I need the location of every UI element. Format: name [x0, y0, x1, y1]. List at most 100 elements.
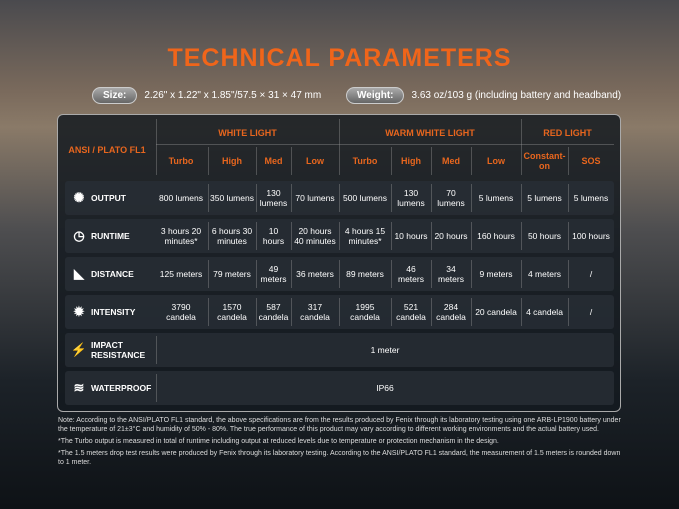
divider	[256, 260, 257, 288]
table-cell: 10 hours	[394, 231, 428, 241]
table-cell: 46 meters	[398, 264, 424, 284]
table-cell: 1995 candela	[350, 302, 380, 322]
table-cell: 521 candela	[396, 302, 426, 322]
divider	[568, 147, 569, 175]
table-cell: 6 hours 30 minutes	[211, 226, 253, 246]
table-cell: 4 hours 15 minutes*	[344, 226, 386, 246]
mode-header: Constant-on	[523, 151, 566, 171]
beam-distance-icon: ◣	[74, 266, 84, 281]
mode-header: Med	[442, 156, 460, 166]
table-cell: 5 lumens	[478, 193, 514, 203]
table-row-intensity: ✹ INTENSITY	[65, 295, 614, 329]
row-label: ◣ DISTANCE	[71, 257, 161, 291]
divider	[431, 260, 432, 288]
divider	[521, 222, 522, 250]
row-label-text: RUNTIME	[91, 231, 130, 241]
divider	[256, 298, 257, 326]
weight-value: 3.63 oz/103 g (including battery and hea…	[411, 90, 622, 101]
table-cell: 89 meters	[346, 269, 384, 279]
waterproof-value: IP66	[376, 383, 394, 393]
table-cell: 9 meters	[479, 269, 513, 279]
table-cell: 70 lumens	[295, 193, 335, 203]
table-cell: 100 hours	[572, 231, 610, 241]
table-cell: 1570 candela	[217, 302, 247, 322]
note-turbo: *The Turbo output is measured in total o…	[58, 438, 499, 445]
table-cell: 4 candela	[526, 307, 563, 317]
divider	[208, 184, 209, 212]
divider	[291, 260, 292, 288]
divider	[568, 184, 569, 212]
table-cell: 20 hours 40 minutes	[294, 226, 336, 246]
row-label: ✹ INTENSITY	[71, 295, 161, 329]
mode-header: High	[222, 156, 242, 166]
mode-header: SOS	[581, 156, 601, 166]
table-cell: 500 lumens	[343, 193, 387, 203]
table-cell: 125 meters	[159, 269, 203, 279]
page-title: TECHNICAL PARAMETERS	[167, 44, 512, 72]
divider	[291, 184, 292, 212]
row-label-text: DISTANCE	[91, 269, 134, 279]
divider	[339, 222, 340, 250]
table-cell: 3790 candela	[166, 302, 196, 322]
divider	[471, 260, 472, 288]
impact-icon: ⚡	[70, 342, 88, 357]
table-row-output: ✺ OUTPUT	[65, 181, 614, 215]
divider	[431, 222, 432, 250]
mode-header: Med	[264, 156, 283, 166]
table-row-impact: ⚡ IMPACT RESISTANCE	[65, 333, 614, 367]
divider	[471, 298, 472, 326]
table-row-runtime: ◷ RUNTIME	[65, 219, 614, 253]
divider	[431, 147, 432, 175]
divider	[521, 260, 522, 288]
spec-table: ANSI / PLATO FL1 WHITE LIGHT WARM WHITE L…	[57, 114, 621, 412]
table-cell: 160 hours	[477, 231, 515, 241]
table-cell: 70 lumens	[437, 188, 465, 208]
divider	[208, 260, 209, 288]
divider	[256, 147, 257, 175]
table-cell: 284 candela	[436, 302, 466, 322]
weight-spec: Weight: 3.63 oz/103 g (including battery…	[346, 87, 621, 104]
table-cell: 10 hours	[262, 226, 285, 246]
notes: Note: According to the ANSI/PLATO FL1 st…	[58, 416, 624, 470]
table-cell: 350 lumens	[210, 193, 254, 203]
clock-icon: ◷	[73, 228, 85, 243]
divider	[208, 298, 209, 326]
row-label-text: OUTPUT	[91, 193, 126, 203]
divider	[521, 119, 522, 175]
divider	[256, 184, 257, 212]
row-label-text: WATERPROOF	[91, 383, 152, 393]
mode-header: Low	[306, 156, 324, 166]
divider	[339, 119, 340, 175]
divider	[471, 147, 472, 175]
divider	[471, 184, 472, 212]
divider	[391, 222, 392, 250]
table-cell: 800 lumens	[159, 193, 203, 203]
divider	[339, 298, 340, 326]
divider	[521, 184, 522, 212]
divider	[431, 298, 432, 326]
divider	[431, 184, 432, 212]
table-cell: 34 meters	[438, 264, 464, 284]
divider	[156, 119, 157, 175]
divider	[568, 260, 569, 288]
table-cell: 130 lumens	[397, 188, 425, 208]
row-label: ≋ WATERPROOF	[71, 371, 161, 405]
divider	[256, 222, 257, 250]
divider	[391, 298, 392, 326]
table-cell: 317 candela	[300, 302, 330, 322]
divider	[391, 184, 392, 212]
note-drop: *The 1.5 meters drop test results were p…	[58, 450, 621, 466]
table-cell: 50 hours	[527, 231, 562, 241]
divider	[568, 298, 569, 326]
group-header: RED LIGHT	[521, 121, 614, 145]
size-label: Size:	[92, 87, 138, 104]
table-cell: 20 hours	[434, 231, 468, 241]
corner-header: ANSI / PLATO FL1	[68, 145, 146, 155]
waterproof-icon: ≋	[73, 380, 85, 395]
weight-label: Weight:	[346, 87, 405, 104]
row-label: ✺ OUTPUT	[71, 181, 161, 215]
table-cell: 79 meters	[213, 269, 251, 279]
divider	[521, 298, 522, 326]
divider	[291, 298, 292, 326]
table-cell: 4 meters	[527, 269, 562, 279]
